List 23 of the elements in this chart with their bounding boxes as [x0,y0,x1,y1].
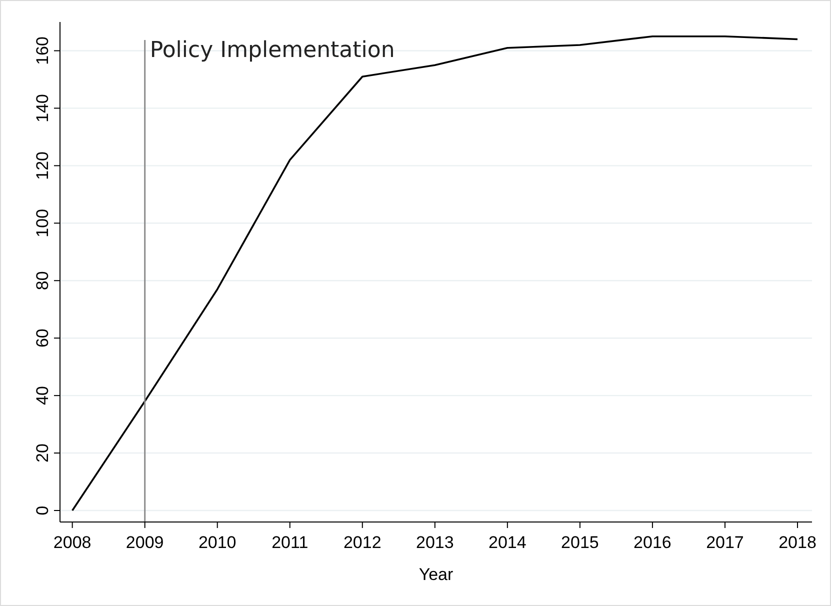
y-tick-label: 0 [33,506,52,516]
ref-line-label: Policy Implementation [150,38,395,63]
x-tick-label: 2015 [561,533,599,552]
x-tick-label: 2013 [416,533,454,552]
x-tick-label: 2014 [488,533,526,552]
x-tick-label: 2011 [272,533,308,552]
y-tick-label: 120 [33,151,52,180]
x-tick-label: 2018 [778,533,816,552]
y-tick-label: 20 [33,444,52,462]
y-tick-label: 40 [33,386,52,406]
x-tick-label: 2017 [706,533,744,552]
x-tick-label: 2009 [126,533,164,552]
y-tick-label: 60 [33,328,52,348]
y-tick-label: 140 [33,94,52,122]
x-tick-label: 2012 [343,533,382,552]
x-tick-label: 2016 [634,533,672,552]
y-tick-label: 160 [33,36,52,65]
line-series [71,35,798,512]
x-tick-label: 2010 [198,533,236,552]
x-tick-label: 2008 [53,533,92,552]
y-tick-label: 80 [33,271,52,290]
y-tick-label: 100 [33,208,52,238]
x-axis-title: Year [418,565,454,584]
